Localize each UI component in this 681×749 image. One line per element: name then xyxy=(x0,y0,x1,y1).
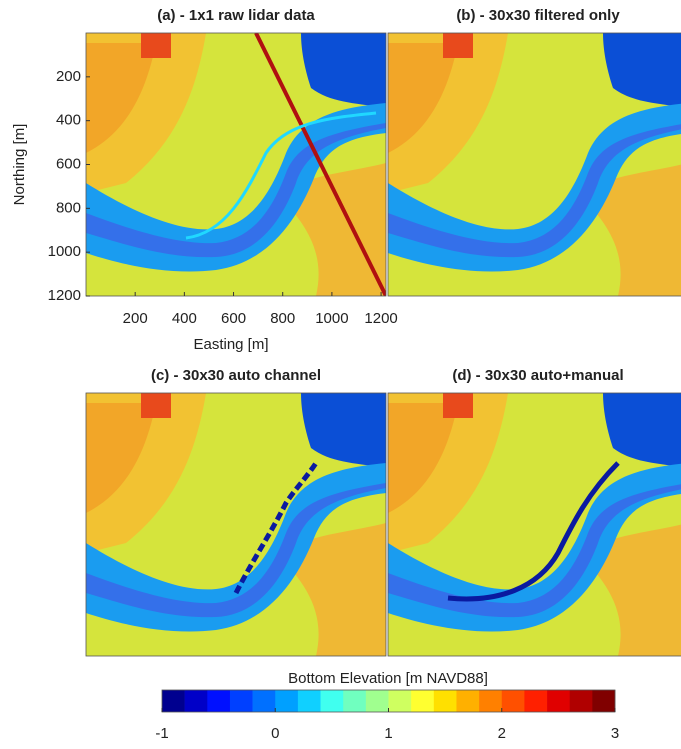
panel: (a) - 1x1 raw lidar data 200 400 600 800 1000… xyxy=(11,7,398,353)
colorbar-tick-label: 0 xyxy=(271,725,279,742)
colorbar-step xyxy=(365,690,389,712)
y-axis-label: Northing [m] xyxy=(11,124,28,206)
panel-title: (b) - 30x30 filtered only xyxy=(456,7,620,24)
y-tick-label: 200 xyxy=(56,68,81,85)
x-tick-label: 800 xyxy=(270,310,295,327)
colorbar-step xyxy=(501,690,525,712)
x-tick-label: 600 xyxy=(221,310,246,327)
x-tick-label: 1000 xyxy=(315,310,348,327)
colorbar-step xyxy=(320,690,344,712)
channel-line xyxy=(233,461,319,595)
x-tick-label: 400 xyxy=(172,310,197,327)
colorbar-step xyxy=(411,690,435,712)
axes-frame xyxy=(387,392,681,657)
channel-detail xyxy=(185,111,377,240)
colorbar-tick-label: 2 xyxy=(498,725,506,742)
panel-title: (c) - 30x30 auto channel xyxy=(151,367,321,384)
colorbar-step xyxy=(207,690,231,712)
colorbar: -1 0 1 2 3 xyxy=(155,689,619,742)
colorbar-step xyxy=(388,690,412,712)
colorbar-step xyxy=(592,690,616,712)
axes-frame xyxy=(387,32,681,297)
colorbar-step xyxy=(297,690,321,712)
raster xyxy=(86,393,386,656)
colorbar-step xyxy=(229,690,253,712)
panel: (b) - 30x30 filtered only xyxy=(387,7,681,297)
colorbar-step xyxy=(433,690,457,712)
raster xyxy=(388,33,681,296)
colorbar-step xyxy=(547,690,570,712)
colorbar-tick-label: 3 xyxy=(611,725,619,742)
x-axis-label: Easting [m] xyxy=(193,336,268,353)
colorbar-step xyxy=(162,690,185,712)
colorbar-step xyxy=(343,690,367,712)
colorbar-step xyxy=(275,690,299,712)
colorbar-tick-label: 1 xyxy=(384,725,392,742)
y-tick-label: 1000 xyxy=(48,243,81,260)
panel-title: (d) - 30x30 auto+manual xyxy=(452,367,623,384)
colorbar-step xyxy=(252,690,276,712)
x-tick-label: 1200 xyxy=(364,310,397,327)
panel: (d) - 30x30 auto+manual xyxy=(387,367,681,657)
y-tick-label: 800 xyxy=(56,199,81,216)
flightline xyxy=(254,33,386,296)
colorbar-step xyxy=(524,690,548,712)
colorbar-step xyxy=(569,690,593,712)
axes-frame xyxy=(85,392,387,657)
colorbar-step xyxy=(479,690,503,712)
channel-line xyxy=(447,461,620,602)
colorbar-step xyxy=(456,690,480,712)
colorbar-tick-label: -1 xyxy=(155,725,168,742)
x-tick-label: 200 xyxy=(123,310,148,327)
colorbar-label: Bottom Elevation [m NAVD88] xyxy=(288,670,488,687)
y-tick-label: 600 xyxy=(56,155,81,172)
colorbar-step xyxy=(184,690,208,712)
raster xyxy=(388,393,681,656)
raster xyxy=(86,33,386,296)
y-tick-label: 400 xyxy=(56,112,81,129)
y-tick-label: 1200 xyxy=(48,287,81,304)
panel: (c) - 30x30 auto channel xyxy=(85,367,387,657)
panel-title: (a) - 1x1 raw lidar data xyxy=(157,7,315,24)
